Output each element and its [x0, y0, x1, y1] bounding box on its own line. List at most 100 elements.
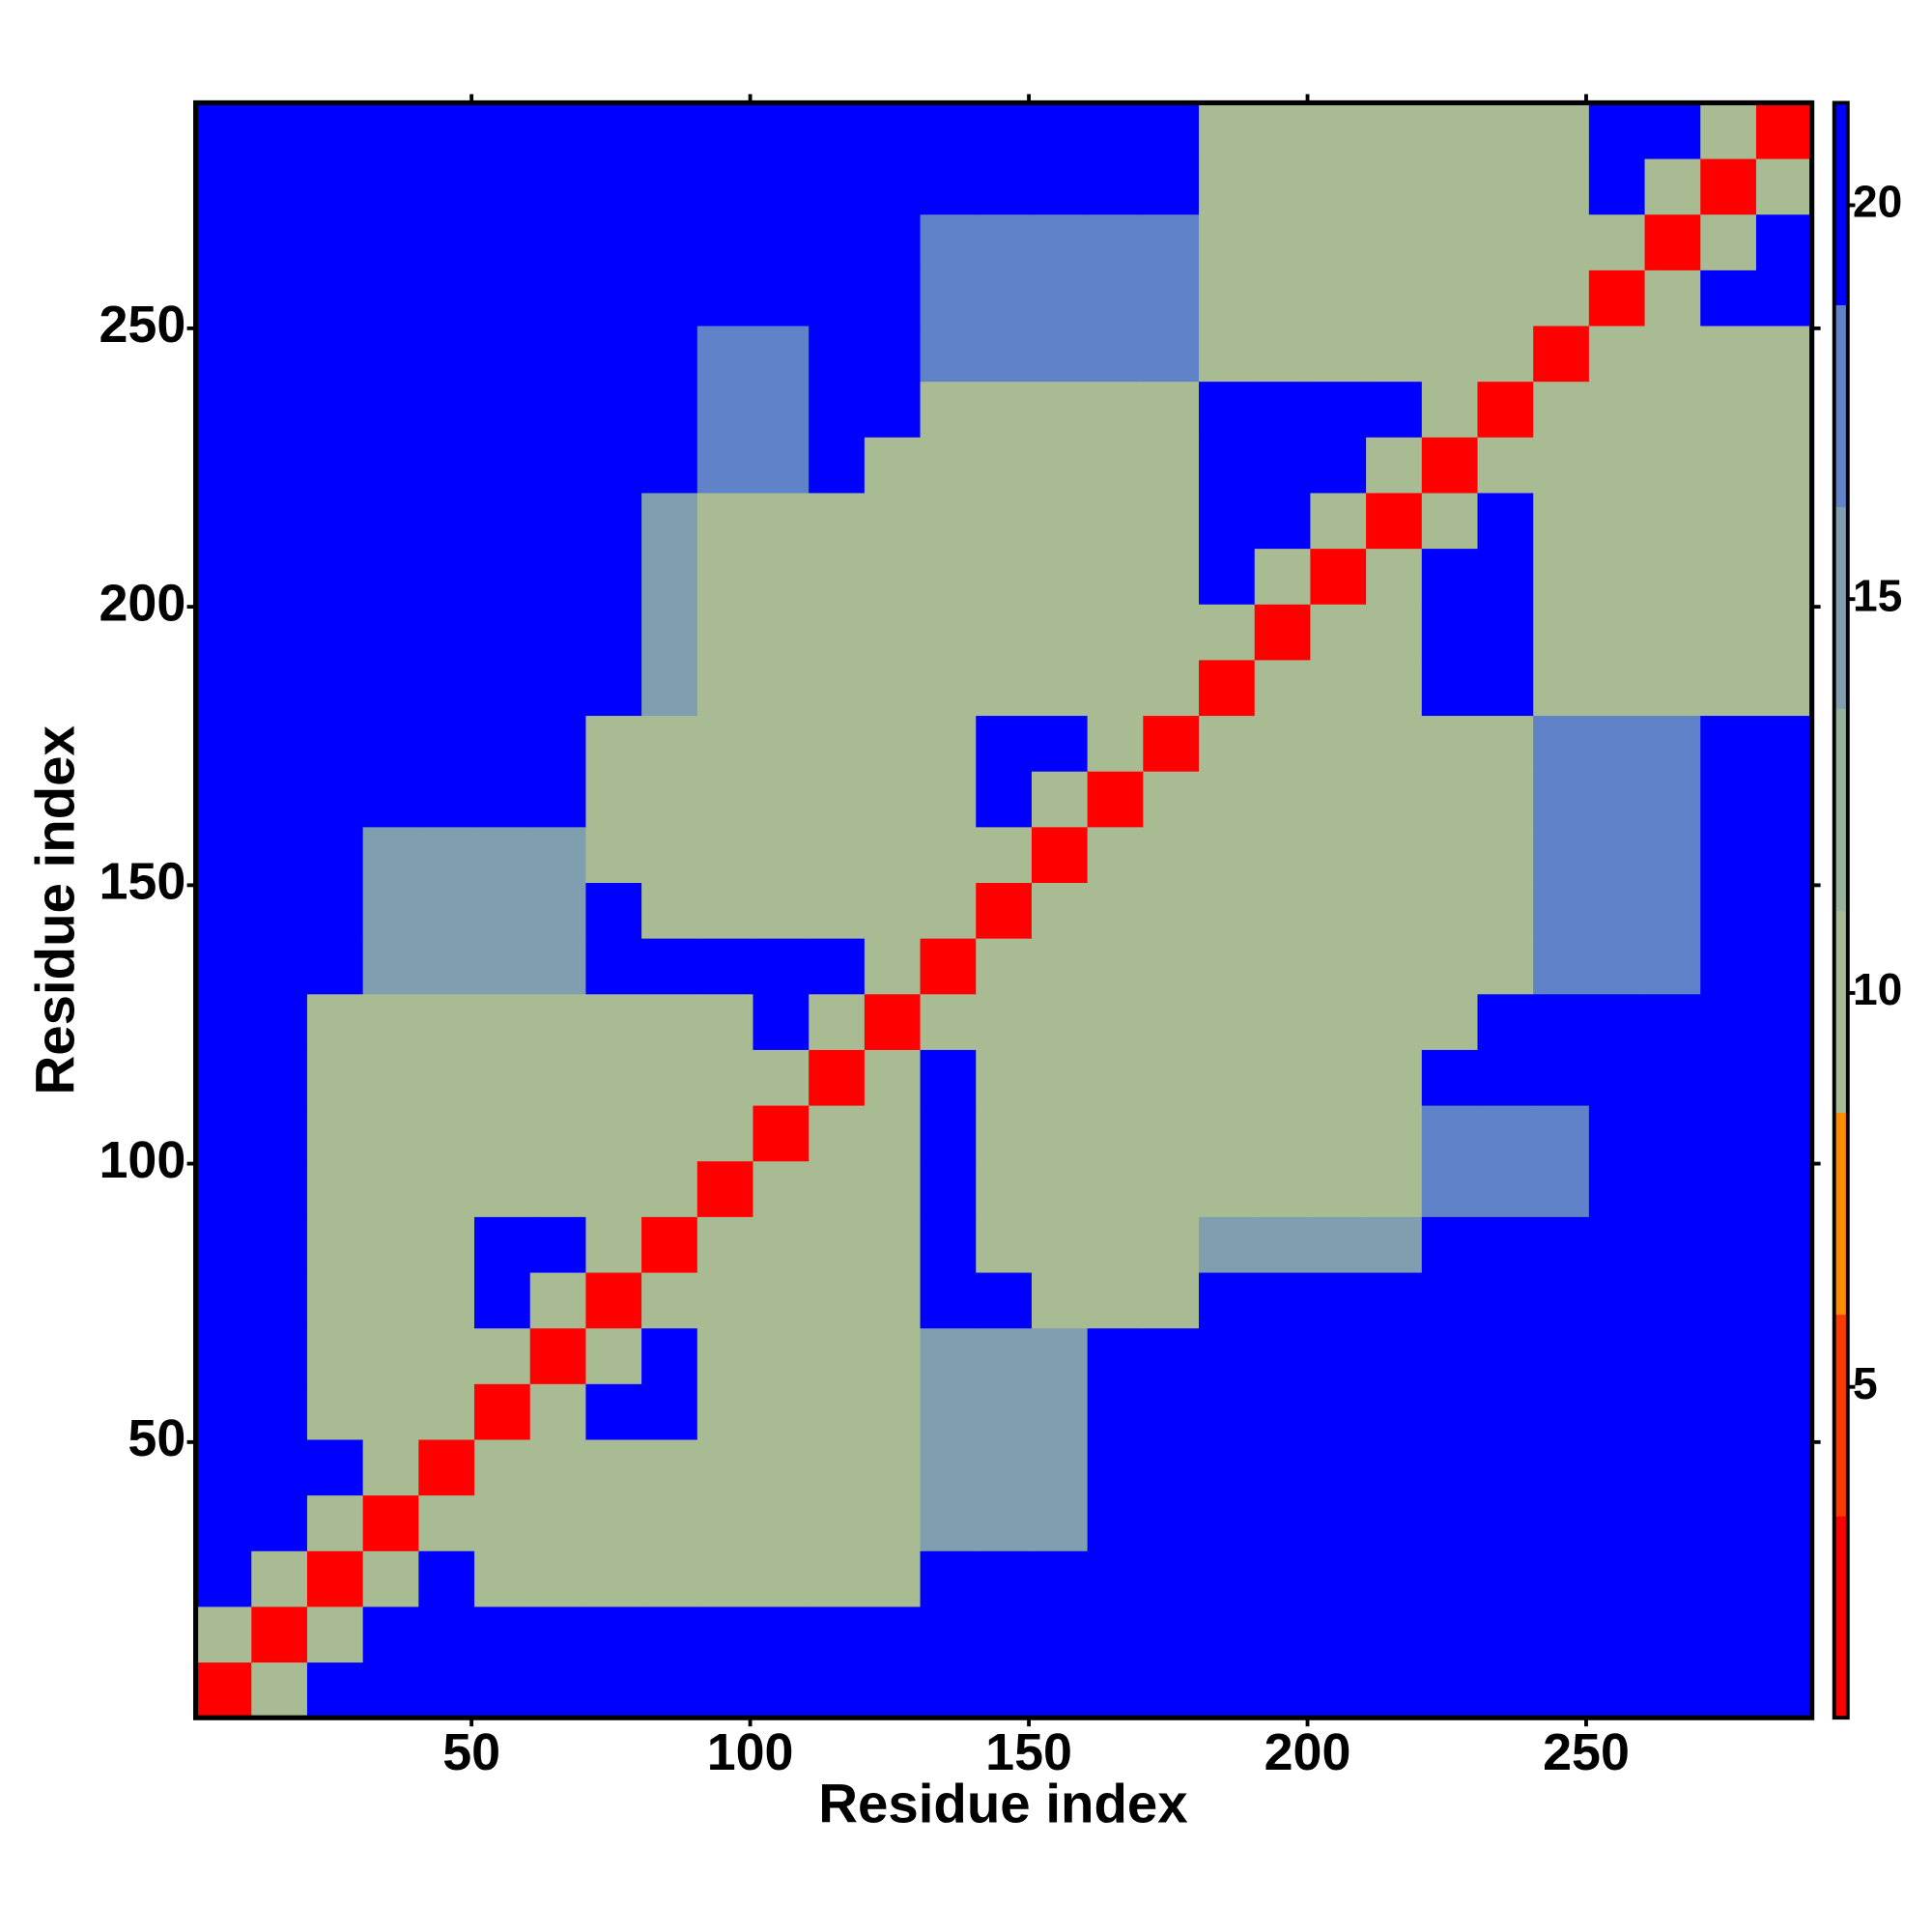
- cell: [1755, 1105, 1813, 1162]
- cell: [1755, 1049, 1813, 1106]
- cell: [696, 1160, 754, 1217]
- cell: [1700, 102, 1757, 159]
- cell: [696, 1494, 754, 1551]
- cell: [474, 1272, 531, 1329]
- cell: [1533, 548, 1590, 605]
- cell: [1310, 158, 1367, 215]
- cell: [1254, 437, 1311, 494]
- cell: [585, 213, 642, 270]
- axes: 50 100 150 200 250 50 100 150 200 250: [99, 94, 1821, 1781]
- cell: [753, 938, 810, 995]
- cell: [362, 1160, 419, 1217]
- cell: [1700, 1550, 1757, 1607]
- cell: [1644, 102, 1701, 159]
- cell: [1031, 492, 1089, 550]
- colorbar-swatch: [1833, 910, 1848, 1113]
- cell: [1366, 437, 1423, 494]
- cell: [474, 1438, 531, 1496]
- cell: [529, 1272, 586, 1329]
- cell: [1254, 213, 1311, 270]
- cell: [976, 158, 1033, 215]
- cell: [1700, 1105, 1757, 1162]
- cell: [1755, 1494, 1813, 1551]
- cell: [864, 715, 922, 772]
- cell: [976, 993, 1033, 1050]
- cell: [1700, 213, 1757, 270]
- cell: [1588, 548, 1646, 605]
- cell: [474, 1550, 531, 1607]
- cell: [1143, 102, 1200, 159]
- cell: [1700, 1160, 1757, 1217]
- cell: [1143, 1272, 1200, 1329]
- cell: [1533, 1494, 1590, 1551]
- cell: [306, 1160, 364, 1217]
- cell: [696, 270, 754, 327]
- cell: [753, 213, 810, 270]
- cell: [809, 938, 866, 995]
- cell: [809, 437, 866, 494]
- cell: [1310, 1216, 1367, 1273]
- cell: [1087, 1216, 1144, 1273]
- cell: [1199, 1327, 1256, 1384]
- cell: [474, 381, 531, 438]
- cell: [976, 826, 1033, 883]
- cell: [1755, 882, 1813, 939]
- cell: [1254, 326, 1311, 383]
- cell: [1644, 604, 1701, 661]
- cell: [753, 1550, 810, 1607]
- cell: [1254, 1160, 1311, 1217]
- cell: [809, 1438, 866, 1496]
- cell: [585, 1272, 642, 1329]
- cell: [585, 1160, 642, 1217]
- cell: [1477, 270, 1534, 327]
- cell: [920, 1494, 977, 1551]
- cell: [1254, 1327, 1311, 1384]
- cell: [696, 715, 754, 772]
- cell: [920, 1605, 977, 1663]
- cell: [529, 659, 586, 717]
- cell: [251, 1550, 308, 1607]
- cell: [696, 1550, 754, 1607]
- cell: [696, 1438, 754, 1496]
- cell: [1143, 213, 1200, 270]
- cell: [920, 213, 977, 270]
- cell: [1366, 604, 1423, 661]
- cell: [1254, 381, 1311, 438]
- cell: [1310, 938, 1367, 995]
- cell: [529, 102, 586, 159]
- cell: [418, 1272, 475, 1329]
- cell: [1533, 938, 1590, 995]
- cell: [1477, 826, 1534, 883]
- cell: [1366, 326, 1423, 383]
- cell: [1087, 1327, 1144, 1384]
- cell: [1644, 993, 1701, 1050]
- cell: [641, 1105, 698, 1162]
- cell: [306, 1605, 364, 1663]
- cell: [1143, 938, 1200, 995]
- cell: [1143, 771, 1200, 828]
- cell: [585, 1550, 642, 1607]
- cell: [641, 1662, 698, 1719]
- cell: [362, 604, 419, 661]
- cell: [1087, 993, 1144, 1050]
- cell: [585, 1105, 642, 1162]
- cell: [1700, 1327, 1757, 1384]
- cell: [1755, 1550, 1813, 1607]
- cell: [1031, 826, 1089, 883]
- cell: [1644, 826, 1701, 883]
- cell: [641, 659, 698, 717]
- cell: [529, 492, 586, 550]
- cell: [1366, 1605, 1423, 1663]
- cell: [306, 213, 364, 270]
- cell: [529, 1049, 586, 1106]
- cell: [864, 993, 922, 1050]
- cell: [1366, 548, 1423, 605]
- cell: [1310, 548, 1367, 605]
- cell: [1087, 1049, 1144, 1106]
- cell: [418, 492, 475, 550]
- cell: [1087, 1494, 1144, 1551]
- cell: [1644, 1438, 1701, 1496]
- cell: [1366, 492, 1423, 550]
- cell: [306, 715, 364, 772]
